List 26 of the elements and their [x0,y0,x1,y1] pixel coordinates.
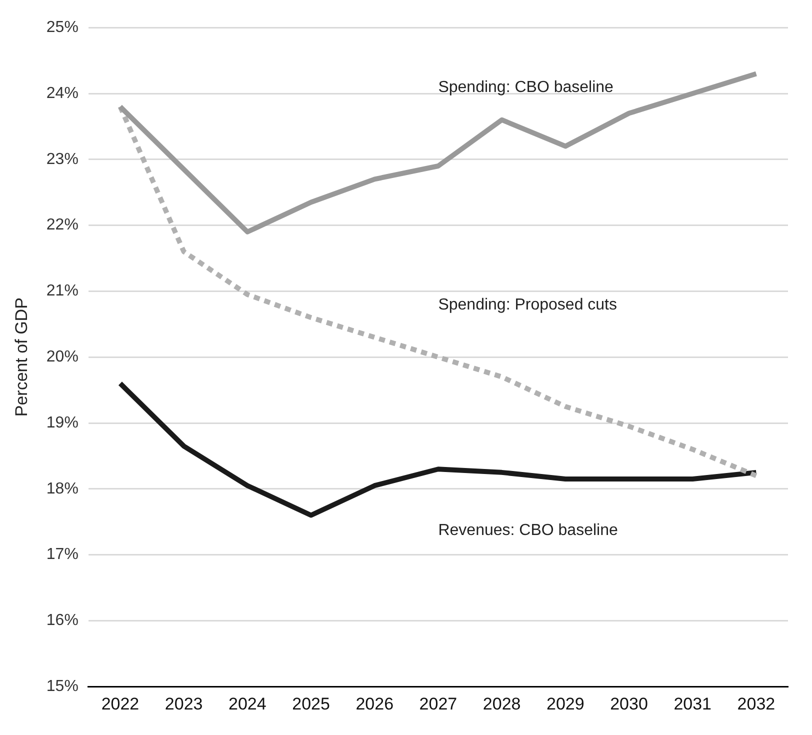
text: Spending: Proposed cuts [438,296,618,314]
x-tick-label: 2024 [228,694,266,714]
series-label: Spending: CBO baseline [438,79,614,96]
y-tick-label: 20% [46,348,78,366]
x-tick-label: 2030 [610,694,648,714]
x-tick-label: 2026 [356,694,394,714]
x-tick-label: 2032 [737,694,776,714]
y-axis-title: Percent of GDP [12,298,31,417]
y-tick-label: 17% [46,546,78,564]
y-tick-label: 15% [46,678,78,696]
x-tick-label: 2028 [482,694,521,714]
x-tick-label: 2027 [419,694,458,714]
x-tick-label: 2023 [164,694,203,714]
text: Revenues: CBO baseline [438,522,618,539]
y-tick-label: 18% [46,480,78,498]
x-tick-label: 2029 [546,694,584,714]
y-tick-label: 22% [46,216,78,234]
y-tick-label: 25% [46,19,78,36]
y-tick-label: 19% [46,414,78,432]
y-tick-label: 24% [46,84,78,102]
y-tick-label: 16% [46,612,78,630]
x-tick-label: 2031 [674,694,712,714]
y-tick-label: 23% [46,150,78,168]
x-tick-label: 2025 [292,694,330,714]
y-tick-label: 21% [46,282,78,300]
x-tick-label: 2022 [101,694,140,714]
